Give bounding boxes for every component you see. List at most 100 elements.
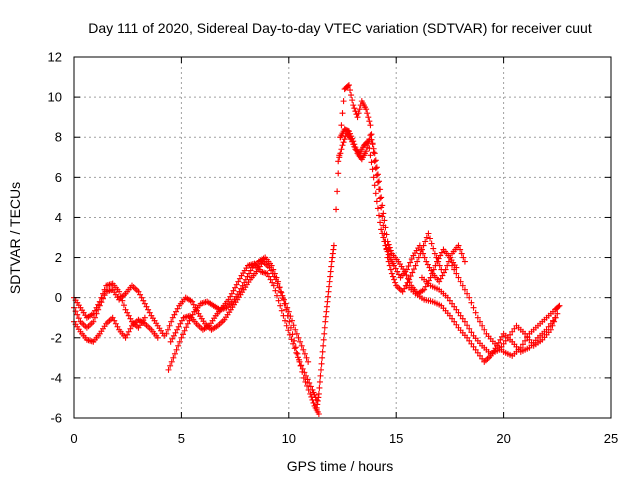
y-tick-label: 4 bbox=[55, 210, 62, 225]
data-point-marker bbox=[457, 312, 464, 319]
data-point-marker bbox=[374, 171, 381, 178]
data-point-marker bbox=[180, 331, 187, 338]
data-point-marker bbox=[227, 293, 234, 300]
data-point-marker bbox=[272, 276, 279, 283]
data-point-marker bbox=[341, 136, 348, 143]
data-point-marker bbox=[303, 354, 310, 361]
data-point-marker bbox=[399, 288, 406, 295]
data-point-marker bbox=[124, 309, 131, 316]
data-point-marker bbox=[268, 267, 275, 274]
data-point-marker bbox=[173, 346, 180, 353]
y-tick-label: -4 bbox=[50, 370, 62, 385]
data-point-marker bbox=[193, 307, 200, 314]
data-point-marker bbox=[556, 302, 563, 309]
data-point-marker bbox=[225, 296, 232, 303]
data-point-marker bbox=[173, 308, 180, 315]
data-point-marker bbox=[285, 327, 292, 334]
data-point-marker bbox=[439, 272, 446, 279]
chart-title: Day 111 of 2020, Sidereal Day-to-day VTE… bbox=[88, 20, 592, 36]
data-point-marker bbox=[271, 273, 278, 280]
data-point-marker bbox=[112, 320, 119, 327]
data-point-marker bbox=[427, 274, 434, 281]
data-point-marker bbox=[426, 264, 433, 271]
series-track-k bbox=[403, 282, 559, 365]
data-point-marker bbox=[424, 261, 431, 268]
data-point-marker bbox=[291, 345, 298, 352]
data-point-marker bbox=[326, 278, 333, 285]
data-point-marker bbox=[95, 301, 102, 308]
data-point-marker bbox=[383, 231, 390, 238]
data-point-marker bbox=[387, 247, 394, 254]
data-point-marker bbox=[319, 348, 326, 355]
data-point-marker bbox=[401, 285, 408, 292]
data-point-marker bbox=[373, 198, 380, 205]
series-track-f bbox=[163, 258, 312, 365]
data-point-marker bbox=[453, 270, 460, 277]
data-point-marker bbox=[184, 320, 191, 327]
data-point-marker bbox=[371, 182, 378, 189]
data-point-marker bbox=[422, 283, 429, 290]
data-point-marker bbox=[519, 341, 526, 348]
data-point-marker bbox=[192, 304, 199, 311]
data-point-marker bbox=[435, 255, 442, 262]
data-point-marker bbox=[169, 335, 176, 342]
data-point-marker bbox=[339, 142, 346, 149]
data-point-marker bbox=[230, 287, 237, 294]
data-point-marker bbox=[165, 366, 172, 373]
data-point-marker bbox=[300, 346, 307, 353]
data-point-marker bbox=[464, 322, 471, 329]
data-point-marker bbox=[277, 302, 284, 309]
data-point-marker bbox=[323, 308, 330, 315]
data-point-marker bbox=[295, 334, 302, 341]
data-point-marker bbox=[282, 317, 289, 324]
data-point-marker bbox=[235, 278, 242, 285]
data-point-marker bbox=[554, 310, 561, 317]
data-point-marker bbox=[328, 263, 335, 270]
data-point-marker bbox=[428, 267, 435, 274]
y-tick-label: 2 bbox=[55, 250, 62, 265]
data-point-marker bbox=[99, 290, 106, 297]
grid-layer bbox=[74, 57, 611, 418]
data-point-marker bbox=[430, 245, 437, 252]
data-point-marker bbox=[429, 270, 436, 277]
data-point-marker bbox=[333, 206, 340, 213]
y-tick-label: -2 bbox=[50, 330, 62, 345]
series-track-g bbox=[313, 242, 337, 411]
data-point-marker bbox=[91, 314, 98, 321]
data-point-marker bbox=[291, 337, 298, 344]
data-point-marker bbox=[551, 318, 558, 325]
data-point-marker bbox=[466, 325, 473, 332]
data-point-marker bbox=[455, 274, 462, 281]
data-point-marker bbox=[238, 285, 245, 292]
data-point-marker bbox=[403, 272, 410, 279]
data-point-marker bbox=[468, 340, 475, 347]
data-point-marker bbox=[364, 139, 371, 146]
data-point-marker bbox=[317, 372, 324, 379]
data-point-marker bbox=[377, 186, 384, 193]
data-point-marker bbox=[307, 390, 314, 397]
data-point-marker bbox=[476, 318, 483, 325]
data-point-marker bbox=[166, 322, 173, 329]
data-point-marker bbox=[451, 266, 458, 273]
data-point-marker bbox=[176, 338, 183, 345]
data-point-marker bbox=[422, 238, 429, 245]
data-point-marker bbox=[466, 294, 473, 301]
data-point-marker bbox=[270, 282, 277, 289]
data-point-marker bbox=[169, 314, 176, 321]
data-point-marker bbox=[449, 300, 456, 307]
data-point-marker bbox=[233, 281, 240, 288]
data-point-marker bbox=[481, 326, 488, 333]
data-point-marker bbox=[316, 384, 323, 391]
data-point-marker bbox=[280, 312, 287, 319]
data-point-marker bbox=[101, 286, 108, 293]
data-point-marker bbox=[272, 287, 279, 294]
data-point-marker bbox=[163, 330, 170, 337]
y-tick-label: 6 bbox=[55, 170, 62, 185]
data-point-marker bbox=[455, 309, 462, 316]
data-point-marker bbox=[321, 330, 328, 337]
data-point-marker bbox=[511, 325, 518, 332]
data-point-marker bbox=[267, 276, 274, 283]
data-point-marker bbox=[265, 273, 272, 280]
data-point-marker bbox=[495, 339, 502, 346]
data-point-marker bbox=[320, 342, 327, 349]
